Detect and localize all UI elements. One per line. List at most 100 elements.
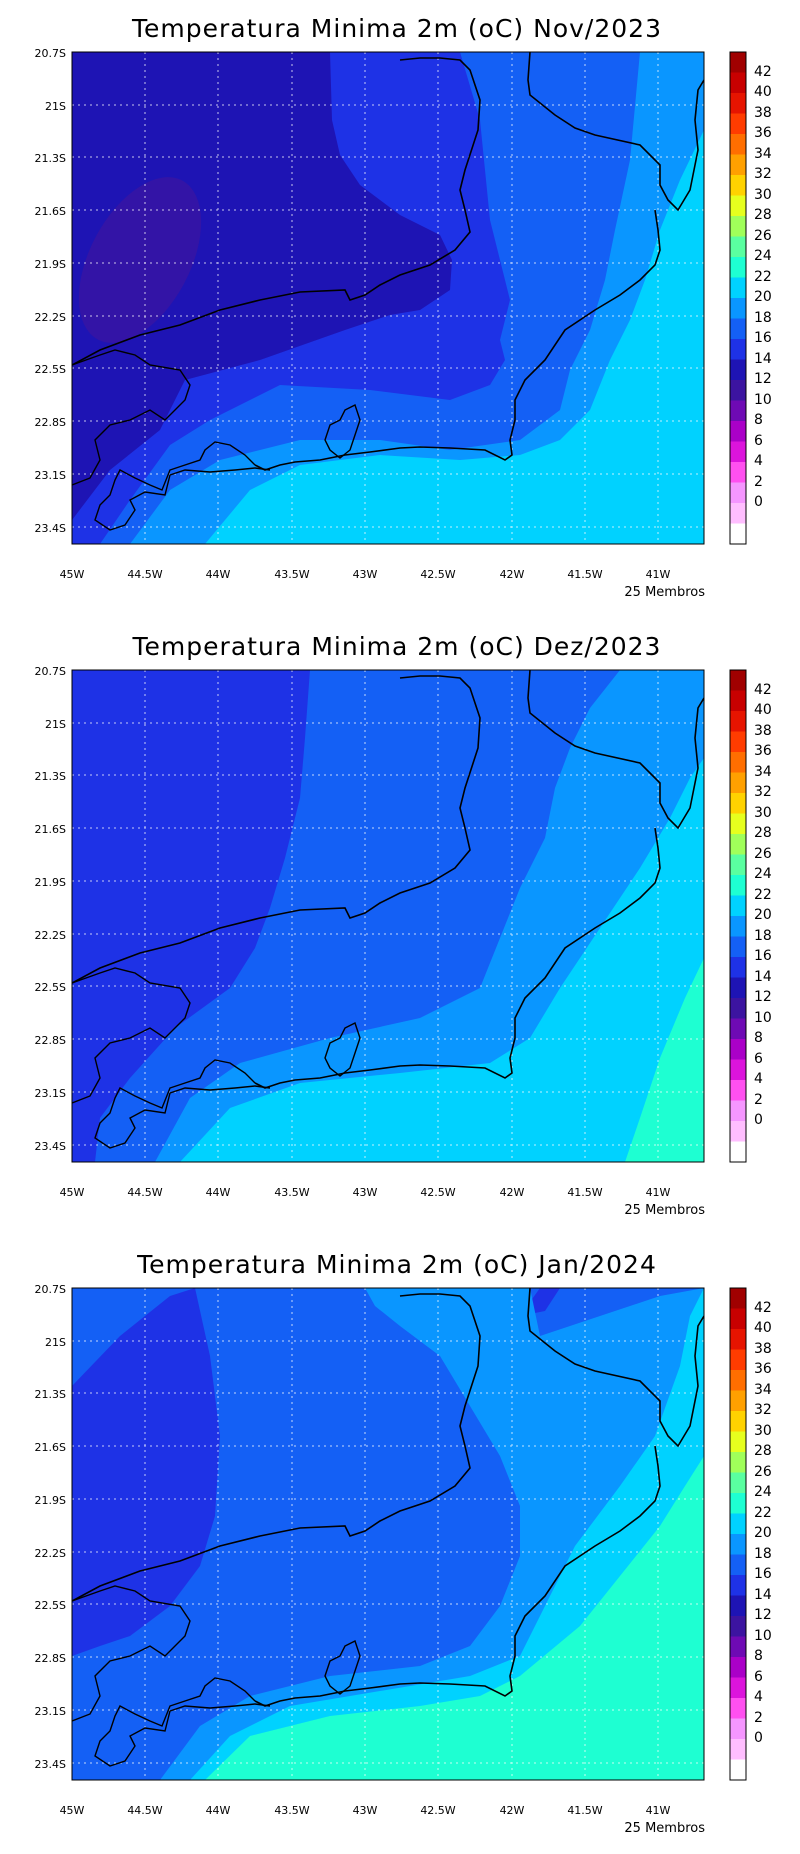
colorbar-tick-label: 32	[754, 784, 772, 800]
lat-label: 23.1S	[34, 1087, 66, 1100]
border-line-north	[72, 1293, 481, 1602]
colorbar-swatch	[730, 257, 746, 278]
lat-label: 22.5S	[34, 363, 66, 376]
colorbar-tick-label: 24	[754, 866, 772, 882]
colorbar-tick-label: 12	[754, 1607, 772, 1623]
border-line-northeast	[527, 52, 704, 212]
colorbar	[729, 51, 747, 545]
colorbar-swatch	[730, 134, 746, 155]
coastline-main	[254, 209, 661, 471]
border-line-west	[72, 967, 191, 1104]
lat-label: 21.9S	[34, 876, 66, 889]
colorbar-tick-label: 26	[754, 227, 772, 244]
colorbar-swatch	[730, 339, 746, 360]
colorbar-tick-label: 12	[754, 989, 772, 1005]
coastline-main	[254, 1445, 661, 1707]
colorbar-tick-label: 6	[754, 1050, 763, 1067]
colorbar-tick-label: 4	[754, 453, 763, 469]
colorbar-frame	[729, 669, 747, 1163]
plot-frame	[71, 51, 705, 545]
contour-24-26	[205, 1456, 704, 1780]
map-plot	[71, 669, 747, 1163]
lat-label: 20.7S	[34, 665, 66, 678]
lon-label: 42W	[499, 1186, 525, 1199]
colorbar-swatch	[730, 1349, 746, 1371]
colorbar-swatch	[730, 834, 746, 855]
colorbar-swatch	[730, 854, 746, 876]
colorbar-swatch	[730, 154, 746, 176]
colorbar-swatch	[730, 1636, 746, 1658]
panel-title: Temperatura Minima 2m (oC) Dez/2023	[132, 632, 662, 661]
colorbar-tick-label: 34	[754, 763, 772, 780]
colorbar-swatch	[730, 236, 746, 258]
lat-label: 21S	[45, 1336, 66, 1349]
colorbar-swatch	[730, 813, 746, 835]
colorbar-swatch	[730, 195, 746, 217]
colorbar-tick-label: 14	[754, 1586, 772, 1603]
coastline-bays	[94, 1059, 271, 1149]
colorbar-swatch	[730, 998, 746, 1019]
colorbar-tick-label: 20	[754, 907, 772, 923]
colorbar-tick-label: 26	[754, 845, 772, 862]
colorbar-swatch	[730, 93, 746, 114]
lat-label: 21S	[45, 718, 66, 731]
colorbar-tick-label: 34	[754, 145, 772, 162]
members-label: 25 Membros	[624, 1203, 705, 1218]
colorbar-swatch	[730, 359, 746, 381]
colorbar-swatch	[730, 1370, 746, 1391]
colorbar-tick-label: 2	[754, 473, 763, 490]
colorbar	[729, 1287, 747, 1781]
colorbar-tick-label: 38	[754, 104, 772, 121]
colorbar-tick-label: 8	[754, 1648, 763, 1664]
colorbar-swatch	[730, 1100, 746, 1122]
contour-20-22	[130, 52, 704, 544]
colorbar-swatch	[730, 175, 746, 196]
colorbar-swatch	[730, 1288, 746, 1309]
colorbar-swatch	[730, 1616, 746, 1637]
colorbar-tick-label: 36	[754, 743, 772, 759]
colorbar-tick-label: 32	[754, 166, 772, 182]
colorbar-swatch	[730, 421, 746, 442]
colorbar-swatch	[730, 936, 746, 958]
colorbar-swatch	[730, 1329, 746, 1350]
colorbar-tick-label: 42	[754, 681, 772, 698]
colorbar-swatch	[730, 670, 746, 691]
colorbar-tick-label: 16	[754, 1566, 772, 1582]
border-line-northeast	[527, 670, 704, 830]
lon-label: 42.5W	[420, 568, 456, 581]
colorbar-swatch	[730, 1059, 746, 1081]
lat-label: 22.5S	[34, 1599, 66, 1612]
colorbar-tick-label: 42	[754, 1299, 772, 1316]
colorbar-tick-label: 0	[754, 1730, 763, 1746]
colorbar-tick-label: 24	[754, 1484, 772, 1500]
coastline-bays	[94, 441, 271, 531]
members-label: 25 Membros	[624, 1821, 705, 1836]
contour-12-14	[78, 177, 202, 343]
colorbar-tick-label: 40	[754, 1320, 772, 1336]
lat-label: 22.2S	[34, 311, 66, 324]
lat-label: 21S	[45, 100, 66, 113]
colorbar-tick-label: 0	[754, 494, 763, 510]
map-plot	[71, 51, 747, 545]
lat-label: 21.6S	[34, 205, 66, 218]
colorbar-swatch	[730, 731, 746, 753]
colorbar-swatch	[730, 1554, 746, 1576]
colorbar-swatch	[730, 1698, 746, 1719]
colorbar-swatch	[730, 503, 746, 524]
colorbar-tick-label: 34	[754, 1381, 772, 1398]
colorbar-swatch	[730, 1390, 746, 1412]
colorbar-tick-label: 20	[754, 289, 772, 305]
lat-label: 22.8S	[34, 1034, 66, 1047]
coastline-bays	[94, 1677, 271, 1767]
panel-title: Temperatura Minima 2m (oC) Jan/2024	[137, 1250, 657, 1279]
colorbar-tick-label: 18	[754, 309, 772, 326]
colorbar-swatch	[730, 1657, 746, 1678]
colorbar-tick-label: 6	[754, 1668, 763, 1685]
lon-label: 41.5W	[567, 1804, 603, 1817]
lon-label: 41W	[645, 1186, 671, 1199]
colorbar-tick-label: 12	[754, 371, 772, 387]
colorbar-tick-label: 8	[754, 1030, 763, 1046]
lon-label: 43W	[352, 568, 378, 581]
lon-label: 41.5W	[567, 1186, 603, 1199]
colorbar-tick-label: 10	[754, 1009, 772, 1026]
